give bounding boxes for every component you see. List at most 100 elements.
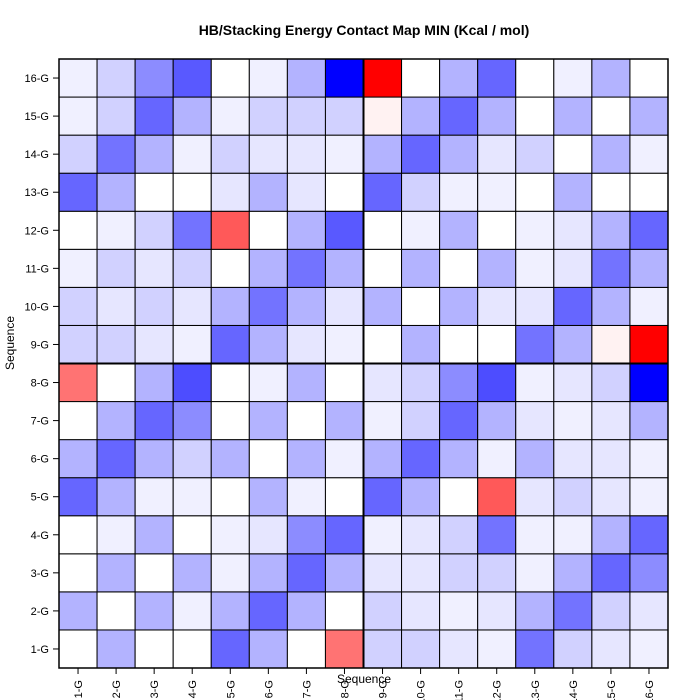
heatmap-cell-4-G-3-G bbox=[134, 515, 174, 555]
heatmap-cell-15-G-10-G bbox=[401, 96, 441, 136]
y-tick-label: 6-G bbox=[31, 454, 49, 466]
heatmap-cell-7-G-11-G bbox=[439, 401, 479, 441]
heatmap-cell-2-G-13-G bbox=[515, 591, 555, 631]
heatmap-cell-11-G-10-G bbox=[401, 248, 441, 288]
heatmap-cell-1-G-10-G bbox=[401, 629, 441, 669]
heatmap-cell-5-G-4-G bbox=[172, 477, 212, 517]
x-tick-label: 4-G bbox=[187, 680, 199, 698]
heatmap-cell-11-G-11-G bbox=[439, 248, 479, 288]
x-axis-label: Sequence bbox=[337, 672, 391, 686]
heatmap-cell-16-G-4-G bbox=[172, 58, 212, 98]
heatmap-cell-13-G-2-G bbox=[96, 172, 136, 212]
heatmap-cell-15-G-13-G bbox=[515, 96, 555, 136]
y-tick-label: 1-G bbox=[31, 644, 49, 656]
heatmap-cell-8-G-9-G bbox=[363, 363, 403, 403]
heatmap-cell-12-G-4-G bbox=[172, 210, 212, 250]
heatmap-cell-12-G-12-G bbox=[477, 210, 517, 250]
y-tick-label: 7-G bbox=[31, 416, 49, 428]
heatmap-cell-3-G-8-G bbox=[324, 553, 364, 593]
heatmap-cell-1-G-13-G bbox=[515, 629, 555, 669]
heatmap-cell-7-G-13-G bbox=[515, 401, 555, 441]
x-tick-label: 12-G bbox=[492, 680, 504, 700]
heatmap-cell-15-G-7-G bbox=[286, 96, 326, 136]
heatmap-cell-11-G-9-G bbox=[363, 248, 403, 288]
heatmap-cell-10-G-12-G bbox=[477, 286, 517, 326]
heatmap-cell-12-G-7-G bbox=[286, 210, 326, 250]
heatmap-cell-11-G-15-G bbox=[591, 248, 631, 288]
heatmap-cell-8-G-1-G bbox=[58, 363, 98, 403]
heatmap-cell-7-G-4-G bbox=[172, 401, 212, 441]
heatmap-cell-13-G-13-G bbox=[515, 172, 555, 212]
heatmap-cell-8-G-4-G bbox=[172, 363, 212, 403]
heatmap-cell-2-G-3-G bbox=[134, 591, 174, 631]
heatmap-cell-11-G-5-G bbox=[210, 248, 250, 288]
heatmap-cell-3-G-9-G bbox=[363, 553, 403, 593]
y-tick-label: 2-G bbox=[31, 606, 49, 618]
heatmap-cell-9-G-3-G bbox=[134, 324, 174, 364]
heatmap-cell-16-G-5-G bbox=[210, 58, 250, 98]
heatmap-cell-10-G-7-G bbox=[286, 286, 326, 326]
y-axis-label: Sequence bbox=[3, 316, 17, 370]
heatmap-cell-6-G-12-G bbox=[477, 439, 517, 479]
heatmap-cell-16-G-3-G bbox=[134, 58, 174, 98]
heatmap-cell-11-G-13-G bbox=[515, 248, 555, 288]
heatmap-cell-5-G-9-G bbox=[363, 477, 403, 517]
plot-frame bbox=[58, 58, 669, 669]
heatmap-cell-10-G-11-G bbox=[439, 286, 479, 326]
y-tick-label: 4-G bbox=[31, 530, 49, 542]
heatmap-cell-3-G-2-G bbox=[96, 553, 136, 593]
heatmap-cell-2-G-1-G bbox=[58, 591, 98, 631]
heatmap-cell-13-G-1-G bbox=[58, 172, 98, 212]
heatmap-cell-16-G-9-G bbox=[363, 58, 403, 98]
heatmap-cell-2-G-9-G bbox=[363, 591, 403, 631]
heatmap-cell-4-G-6-G bbox=[248, 515, 288, 555]
x-tick-label: 10-G bbox=[416, 680, 428, 700]
y-tick-label: 13-G bbox=[25, 187, 49, 199]
separator-lines bbox=[58, 58, 669, 669]
heatmap-cell-3-G-4-G bbox=[172, 553, 212, 593]
heatmap-cell-8-G-3-G bbox=[134, 363, 174, 403]
heatmap-cell-7-G-9-G bbox=[363, 401, 403, 441]
x-tick-label: 9-G bbox=[378, 680, 390, 698]
heatmap-cell-2-G-8-G bbox=[324, 591, 364, 631]
x-tick-label: 16-G bbox=[644, 680, 656, 700]
heatmap-cell-8-G-16-G bbox=[629, 363, 669, 403]
heatmap-cell-10-G-14-G bbox=[553, 286, 593, 326]
heatmap-cell-3-G-16-G bbox=[629, 553, 669, 593]
heatmap-cell-4-G-11-G bbox=[439, 515, 479, 555]
heatmap-cell-14-G-3-G bbox=[134, 134, 174, 174]
heatmap-cell-8-G-8-G bbox=[324, 363, 364, 403]
heatmap-cell-3-G-13-G bbox=[515, 553, 555, 593]
heatmap-cell-11-G-4-G bbox=[172, 248, 212, 288]
heatmap-cell-9-G-11-G bbox=[439, 324, 479, 364]
y-tick-label: 16-G bbox=[25, 73, 49, 85]
heatmap-cell-1-G-6-G bbox=[248, 629, 288, 669]
heatmap-cell-5-G-15-G bbox=[591, 477, 631, 517]
heatmap-cell-14-G-8-G bbox=[324, 134, 364, 174]
heatmap-cell-7-G-5-G bbox=[210, 401, 250, 441]
heatmap-cell-9-G-14-G bbox=[553, 324, 593, 364]
heatmap-cell-16-G-15-G bbox=[591, 58, 631, 98]
x-tick-label: 13-G bbox=[530, 680, 542, 700]
heatmap-cell-8-G-11-G bbox=[439, 363, 479, 403]
heatmap-cell-1-G-7-G bbox=[286, 629, 326, 669]
heatmap-cell-10-G-5-G bbox=[210, 286, 250, 326]
heatmap-cell-1-G-1-G bbox=[58, 629, 98, 669]
heatmap-cell-6-G-13-G bbox=[515, 439, 555, 479]
heatmap-cell-7-G-2-G bbox=[96, 401, 136, 441]
x-tick-label: 1-G bbox=[73, 680, 85, 698]
heatmap-cell-9-G-10-G bbox=[401, 324, 441, 364]
heatmap-cell-14-G-1-G bbox=[58, 134, 98, 174]
heatmap-cell-12-G-9-G bbox=[363, 210, 403, 250]
heatmap-cell-5-G-16-G bbox=[629, 477, 669, 517]
heatmap-cell-8-G-15-G bbox=[591, 363, 631, 403]
x-tick-label: 14-G bbox=[568, 680, 580, 700]
heatmap-cell-5-G-6-G bbox=[248, 477, 288, 517]
heatmap-cell-7-G-12-G bbox=[477, 401, 517, 441]
heatmap-cell-15-G-14-G bbox=[553, 96, 593, 136]
heatmap-cell-12-G-15-G bbox=[591, 210, 631, 250]
heatmap-cell-13-G-9-G bbox=[363, 172, 403, 212]
y-tick-label: 8-G bbox=[31, 378, 49, 390]
heatmap-cell-6-G-4-G bbox=[172, 439, 212, 479]
heatmap-cell-1-G-11-G bbox=[439, 629, 479, 669]
